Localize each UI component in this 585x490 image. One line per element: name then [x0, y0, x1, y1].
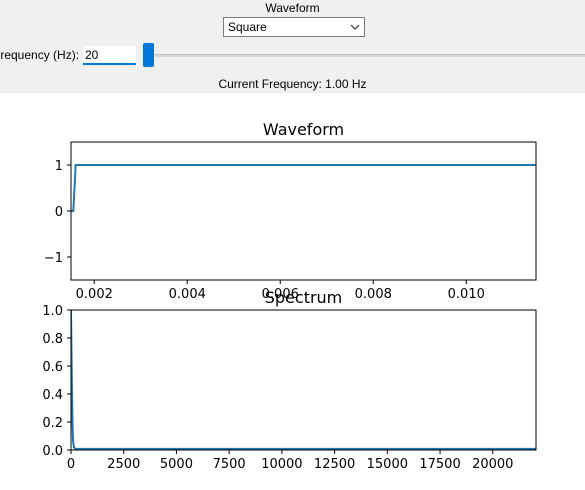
series-line-0	[71, 310, 536, 450]
figure-canvas: Waveform 0.002 0.004 0.006 0.008 0.010 1 0 −1 Spe…	[42, 120, 537, 472]
x-tick-label: 0.008	[355, 287, 392, 302]
chart-spectrum: Spectrum 0 2500 5000 7500 10000 12500 15000 1750…	[42, 288, 537, 472]
x-tick-label: 15000	[367, 457, 408, 472]
y-tick-label: 1	[55, 159, 63, 174]
x-tick-label: 0.002	[76, 287, 113, 302]
x-tick-label: 5000	[160, 457, 193, 472]
waveform-select-value: Square	[228, 20, 267, 34]
frequency-slider-track[interactable]	[143, 54, 585, 57]
y-tick-label: 0	[55, 205, 63, 220]
y-tick-label: 0.4	[42, 388, 63, 403]
x-tick-label: 0.010	[448, 287, 485, 302]
axes-frame	[70, 141, 537, 281]
x-tick-label: 10000	[261, 457, 302, 472]
y-tick-label: 0.0	[42, 444, 63, 459]
x-tick-label: 7500	[213, 457, 246, 472]
waveform-select[interactable]: Square	[223, 17, 365, 37]
x-tick-label: 17500	[419, 457, 460, 472]
chart-title: Spectrum	[265, 288, 343, 307]
chart-waveform: Waveform 0.002 0.004 0.006 0.008 0.010 1 0 −1	[44, 120, 537, 302]
frequency-slider-thumb[interactable]	[143, 43, 154, 67]
series-line-0	[71, 164, 536, 212]
y-tick-label: 0.2	[42, 416, 63, 431]
x-tick-label: 12500	[314, 457, 355, 472]
chevron-down-icon	[350, 24, 360, 30]
frequency-label: Frequency (Hz):	[0, 48, 80, 62]
x-tick-label: 0	[67, 457, 75, 472]
current-frequency-readout: Current Frequency: 1.00 Hz	[218, 77, 367, 91]
frequency-input[interactable]	[83, 46, 136, 65]
x-tick-label: 20000	[472, 457, 513, 472]
y-tick-label: 1.0	[42, 304, 63, 319]
control-panel: Waveform Square Frequency (Hz): Current …	[0, 0, 585, 93]
chart-title: Waveform	[263, 120, 344, 139]
waveform-label: Waveform	[265, 1, 320, 15]
y-tick-label: 0.6	[42, 360, 63, 375]
axes-frame	[70, 309, 537, 451]
x-tick-label: 0.004	[169, 287, 206, 302]
x-tick-label: 0.006	[262, 287, 299, 302]
x-tick-label: 2500	[107, 457, 140, 472]
y-tick-label: 0.8	[42, 332, 63, 347]
y-tick-label: −1	[44, 251, 63, 266]
